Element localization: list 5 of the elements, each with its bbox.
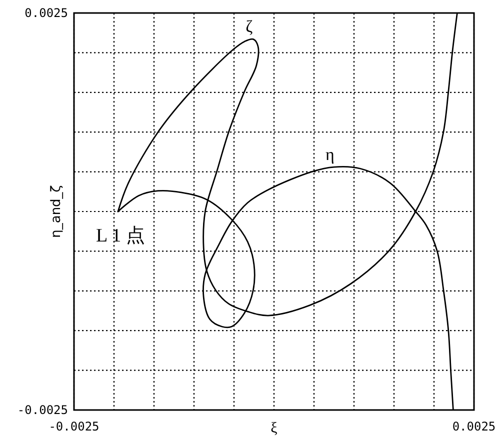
annotation: L 1 点 <box>96 226 145 246</box>
series-label: ζ <box>246 17 253 36</box>
x-axis-title: ξ <box>270 420 278 437</box>
y-axis-title: η_and_ζ <box>49 185 64 238</box>
series-label: η <box>326 145 334 164</box>
